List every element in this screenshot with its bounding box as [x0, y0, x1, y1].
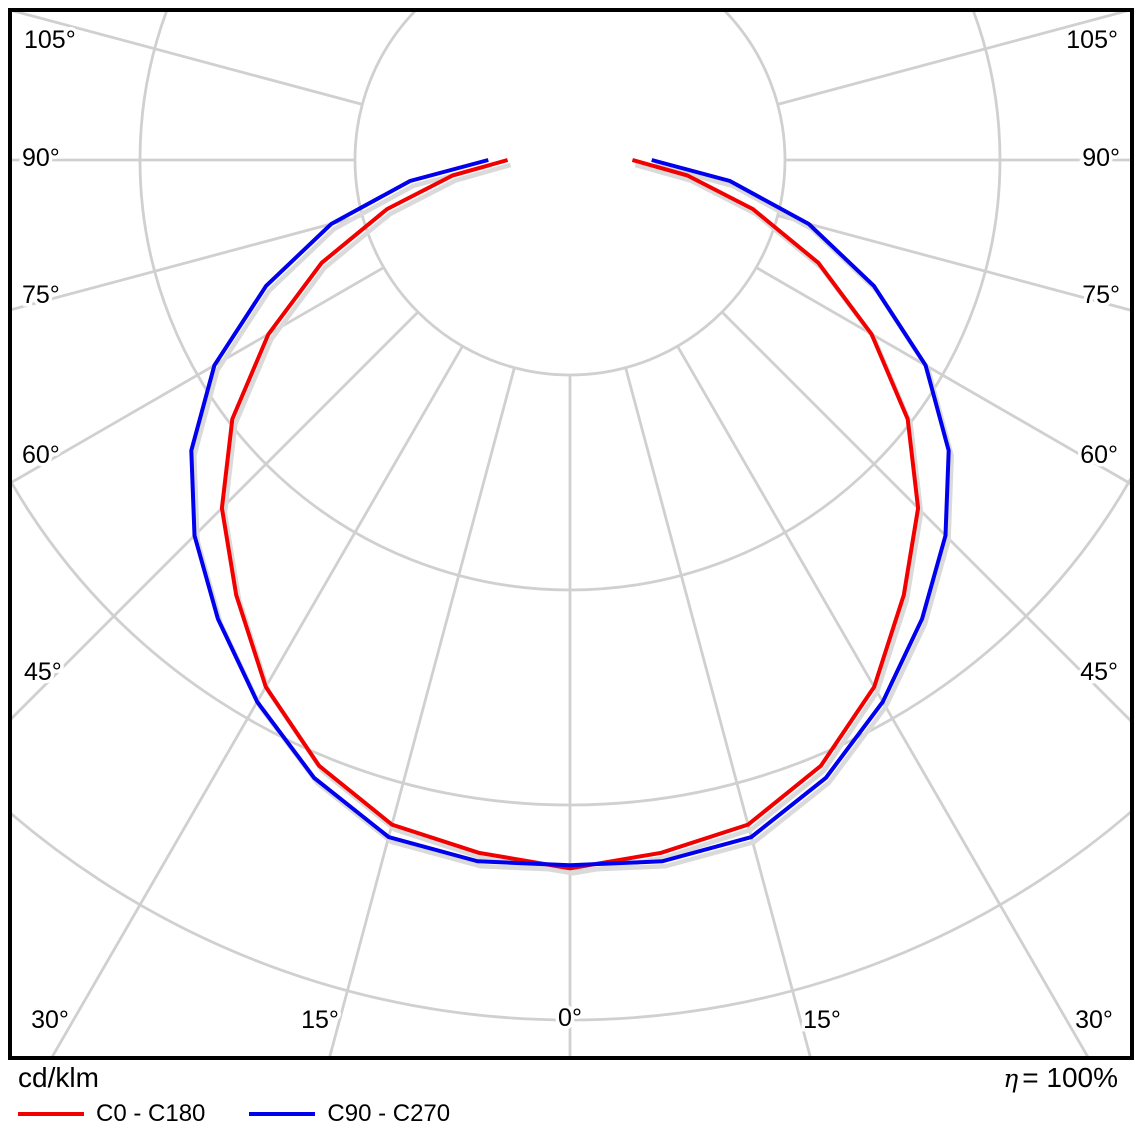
grid-ring: [353, 12, 787, 377]
grid-spoke: [328, 367, 516, 1056]
legend-item-c0-c180: C0 - C180: [18, 1100, 205, 1128]
grid-spoke: [777, 214, 1130, 312]
grid-spoke: [721, 311, 1130, 722]
angle-label: 105°: [1066, 26, 1118, 54]
curve-c90-c270: [189, 158, 951, 868]
radial-unit-label: cd/klm: [18, 1062, 99, 1093]
plot-border: [8, 8, 1134, 1060]
angle-label: 45°: [1080, 658, 1118, 686]
angle-labels: 105° 90° 75° 60° 45° 30° 15° 0° 15° 30° 45° 60° 75° 9…: [19, 23, 1124, 1038]
grid-spoke: [624, 367, 812, 1056]
angle-label: 90°: [1082, 144, 1120, 172]
efficiency-label: η = 100%: [1003, 1062, 1118, 1094]
angle-label: 75°: [1082, 281, 1120, 309]
grid-spoke: [777, 12, 1128, 106]
angle-label: 75°: [22, 281, 60, 309]
angle-label: 60°: [1080, 441, 1118, 469]
angle-label: 60°: [22, 441, 60, 469]
grid-spoke: [12, 12, 363, 106]
angle-label: 30°: [31, 1006, 69, 1034]
legend-line-blue: [249, 1112, 316, 1116]
legend-line-red: [18, 1112, 84, 1116]
angle-label: 45°: [24, 658, 62, 686]
grid-spoke: [51, 345, 464, 1056]
angle-label: 0°: [558, 1004, 582, 1032]
grid-spoke: [12, 266, 385, 484]
angle-label: 90°: [22, 144, 60, 172]
grid-spoke: [12, 214, 363, 311]
grid-spoke: [12, 311, 419, 720]
grid-spoke: [755, 266, 1130, 485]
legend-item-c90-c270: C90 - C270: [249, 1100, 450, 1128]
legend: C0 - C180 C90 - C270: [18, 1100, 450, 1128]
angle-label: 30°: [1075, 1006, 1113, 1034]
angle-label: 105°: [24, 26, 76, 54]
angle-label: 15°: [803, 1006, 841, 1034]
angle-label: 15°: [301, 1006, 339, 1034]
intensity-curves: [189, 158, 951, 871]
eta-symbol: η: [1003, 1064, 1019, 1093]
curve-c0-c180: [219, 158, 921, 871]
legend-label-c0-c180: C0 - C180: [96, 1100, 206, 1127]
grid-spoke: [676, 345, 1089, 1056]
efficiency-value: = 100%: [1022, 1062, 1118, 1093]
legend-label-c90-c270: C90 - C270: [327, 1100, 451, 1127]
